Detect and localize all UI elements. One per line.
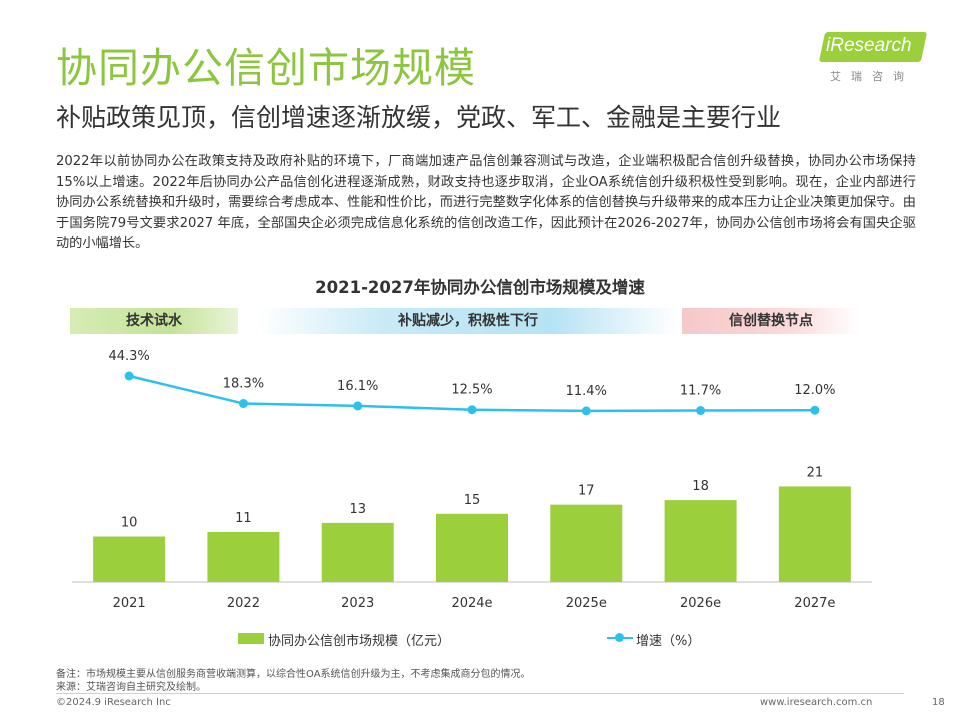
page-subtitle: 补贴政策见顶，信创增速逐渐放缓，党政、军工、金融是主要行业 <box>56 103 782 132</box>
chart-note: 备注：市场规模主要从信创服务商营收端测算，以综合性OA系统信创升级为主，不考虑集… <box>56 669 531 680</box>
x-tick-label: 2024e <box>451 596 492 611</box>
x-tick-label: 2023 <box>341 596 374 611</box>
growth-point <box>124 371 134 381</box>
logo-cn: 艾瑞咨询 <box>830 70 914 83</box>
growth-point <box>353 401 363 411</box>
bar <box>321 522 394 582</box>
x-tick-label: 2022 <box>227 596 260 611</box>
bar <box>93 536 166 582</box>
logo-text: iResearch <box>826 35 912 56</box>
chart-source: 来源：艾瑞咨询自主研究及绘制。 <box>56 682 206 693</box>
growth-value-label: 11.4% <box>566 384 607 399</box>
page-number: 18 <box>932 697 945 708</box>
x-tick-label: 2021 <box>113 596 146 611</box>
phase-band-1: 技术试水 <box>70 308 238 334</box>
bar <box>664 500 737 582</box>
legend-line-label: 增速（%） <box>636 634 701 649</box>
phase-band-3: 信创替换节点 <box>682 308 860 334</box>
growth-value-label: 12.5% <box>451 383 492 398</box>
intro-paragraph: 2022年以前协同办公在政策支持及政府补贴的环境下，厂商端加速产品信创兼容测试与… <box>56 154 916 251</box>
phase-band-2: 补贴减少，积极性下行 <box>258 308 678 334</box>
legend-bar-label: 协同办公信创市场规模（亿元） <box>268 634 451 649</box>
bar <box>436 513 508 582</box>
bar <box>778 486 851 582</box>
chart-legend: 协同办公信创市场规模（亿元） 增速（%） <box>0 630 960 650</box>
bar-value-label: 10 <box>121 516 138 531</box>
legend-line-marker <box>615 633 624 642</box>
footer-divider <box>56 693 904 694</box>
bar <box>207 531 280 582</box>
growth-value-label: 44.3% <box>108 349 149 364</box>
iresearch-logo: iResearch 艾瑞咨询 <box>818 32 932 88</box>
bar-value-label: 17 <box>578 484 595 499</box>
page-title: 协同办公信创市场规模 <box>56 44 476 92</box>
bar <box>550 504 623 582</box>
chart-title: 2021-2027年协同办公信创市场规模及增速 <box>315 278 645 297</box>
bar-value-label: 15 <box>464 493 481 508</box>
footer-copyright: ©2024.9 iResearch Inc <box>56 697 171 708</box>
bar-value-label: 18 <box>692 479 709 494</box>
growth-point <box>467 405 477 415</box>
footer-website: www.iresearch.com.cn <box>760 697 873 708</box>
growth-value-label: 11.7% <box>680 384 721 399</box>
growth-value-label: 12.0% <box>794 383 835 398</box>
growth-value-label: 18.3% <box>223 377 264 392</box>
growth-point <box>696 406 706 416</box>
bar-value-label: 21 <box>807 465 824 480</box>
growth-value-label: 16.1% <box>337 379 378 394</box>
x-tick-label: 2026e <box>680 596 721 611</box>
legend-bar-swatch <box>238 633 264 644</box>
x-tick-label: 2027e <box>794 596 835 611</box>
growth-point <box>581 406 591 416</box>
growth-point <box>238 399 248 409</box>
bar-value-label: 11 <box>235 511 252 526</box>
growth-point <box>810 405 820 415</box>
x-tick-label: 2025e <box>566 596 607 611</box>
bar-value-label: 13 <box>349 502 366 517</box>
